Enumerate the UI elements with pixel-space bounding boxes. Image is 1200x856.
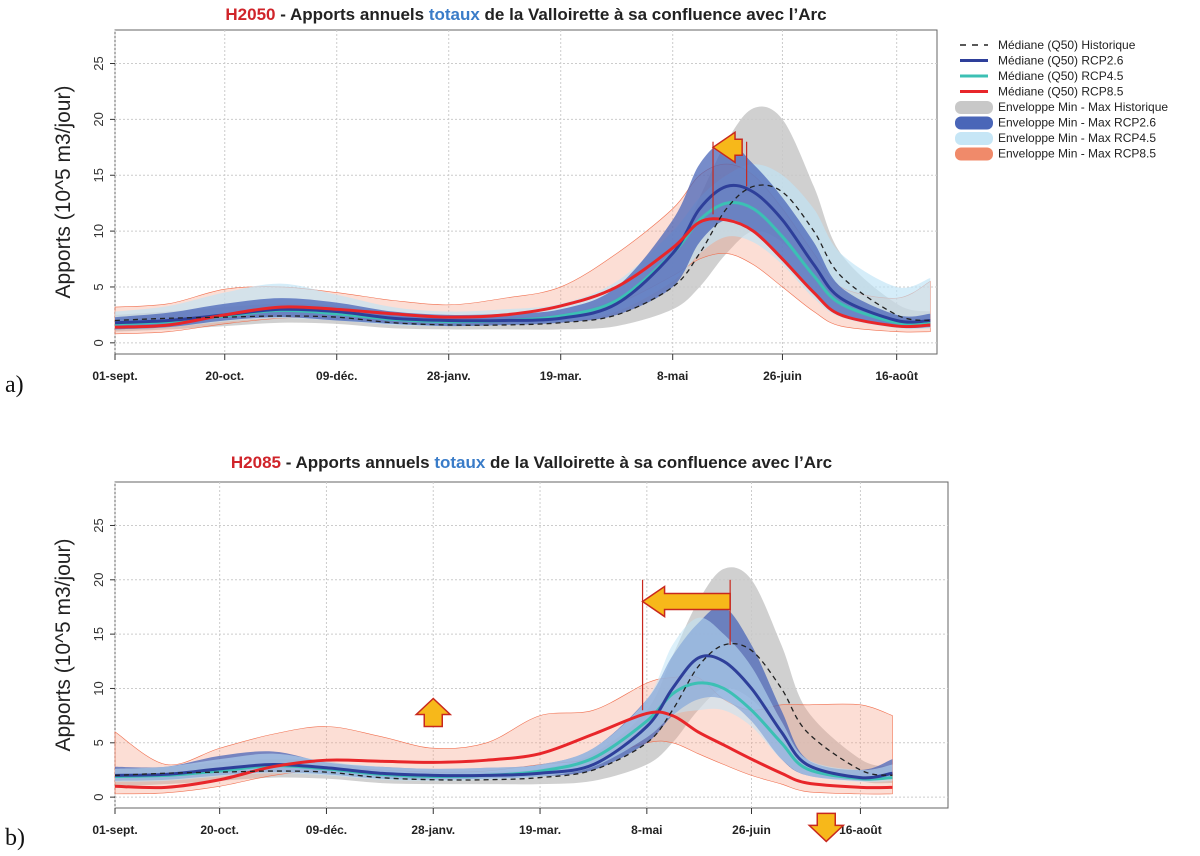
panel-label: a) bbox=[5, 372, 24, 398]
x-tick-label: 8-mai bbox=[631, 823, 662, 837]
legend-swatch bbox=[955, 101, 993, 114]
legend-label: Enveloppe Min - Max Historique bbox=[998, 100, 1168, 114]
arrow-left-icon bbox=[711, 130, 743, 164]
y-tick-label: 25 bbox=[91, 56, 106, 70]
legend-label: Enveloppe Min - Max RCP8.5 bbox=[998, 147, 1156, 161]
envelope-rcp26 bbox=[115, 141, 931, 330]
x-tick-label: 26-juin bbox=[763, 369, 802, 383]
chart-panel-a: H2050 - Apports annuels totaux de la Val… bbox=[5, 5, 938, 398]
title-period: H2050 bbox=[225, 5, 275, 24]
y-tick-label: 5 bbox=[91, 739, 106, 746]
title-text: - Apports annuels bbox=[276, 5, 429, 24]
legend-label: Enveloppe Min - Max RCP4.5 bbox=[998, 131, 1156, 145]
y-tick-label: 15 bbox=[91, 627, 106, 641]
legend-label: Médiane (Q50) Historique bbox=[998, 38, 1136, 52]
median-line-historique bbox=[114, 184, 931, 326]
legend-label: Médiane (Q50) RCP2.6 bbox=[998, 54, 1124, 68]
chart-title: H2085 - Apports annuels totaux de la Val… bbox=[231, 453, 832, 472]
y-axis-label: Apports (10^5 m3/jour) bbox=[52, 86, 75, 299]
x-tick-label: 16-août bbox=[875, 369, 918, 383]
legend: Médiane (Q50) Historique Médiane (Q50) RC… bbox=[955, 38, 1168, 161]
y-tick-label: 25 bbox=[91, 518, 106, 532]
x-tick-label: 09-déc. bbox=[316, 369, 357, 383]
title-highlight: totaux bbox=[429, 5, 481, 24]
y-tick-label: 10 bbox=[91, 681, 106, 695]
title-highlight: totaux bbox=[434, 453, 486, 472]
title-text: de la Valloirette à sa confluence avec l… bbox=[480, 5, 827, 24]
x-tick-label: 09-déc. bbox=[306, 823, 347, 837]
y-tick-label: 10 bbox=[91, 224, 106, 238]
x-tick-label: 26-juin bbox=[732, 823, 771, 837]
title-text: de la Valloirette à sa confluence avec l… bbox=[485, 453, 832, 472]
chart-panel-b: H2085 - Apports annuels totaux de la Val… bbox=[5, 453, 949, 851]
legend-label: Enveloppe Min - Max RCP2.6 bbox=[998, 116, 1156, 130]
title-text: - Apports annuels bbox=[281, 453, 434, 472]
legend-swatch bbox=[955, 132, 993, 145]
median-line-rcp26 bbox=[114, 183, 931, 325]
legend-label: Médiane (Q50) RCP4.5 bbox=[998, 69, 1124, 83]
y-tick-label: 5 bbox=[91, 283, 106, 290]
legend-label: Médiane (Q50) RCP8.5 bbox=[998, 85, 1124, 99]
y-tick-label: 0 bbox=[91, 794, 106, 801]
x-tick-label: 28-janv. bbox=[427, 369, 471, 383]
y-tick-label: 15 bbox=[91, 168, 106, 182]
median-line-rcp85 bbox=[114, 710, 893, 790]
median-line-rcp85 bbox=[114, 217, 931, 329]
y-tick-label: 0 bbox=[91, 339, 106, 346]
x-tick-label: 19-mar. bbox=[540, 369, 582, 383]
chart-title: H2050 - Apports annuels totaux de la Val… bbox=[225, 5, 826, 24]
arrow-up-icon bbox=[414, 697, 453, 728]
x-tick-label: 01-sept. bbox=[92, 369, 137, 383]
x-tick-label: 28-janv. bbox=[411, 823, 455, 837]
arrow-down-icon bbox=[807, 812, 846, 843]
x-tick-label: 20-oct. bbox=[200, 823, 239, 837]
y-tick-label: 20 bbox=[91, 573, 106, 587]
title-period: H2085 bbox=[231, 453, 281, 472]
median-line-historique bbox=[114, 642, 893, 781]
x-tick-label: 8-mai bbox=[657, 369, 688, 383]
y-axis-label: Apports (10^5 m3/jour) bbox=[52, 539, 75, 752]
y-tick-label: 20 bbox=[91, 112, 106, 126]
x-tick-label: 19-mar. bbox=[519, 823, 561, 837]
median-line-rcp26 bbox=[114, 654, 893, 780]
x-tick-label: 01-sept. bbox=[92, 823, 137, 837]
legend-swatch bbox=[955, 116, 993, 130]
legend-swatch bbox=[955, 147, 993, 161]
x-tick-label: 20-oct. bbox=[205, 369, 244, 383]
x-tick-label: 16-août bbox=[839, 823, 882, 837]
panel-label: b) bbox=[5, 825, 25, 851]
